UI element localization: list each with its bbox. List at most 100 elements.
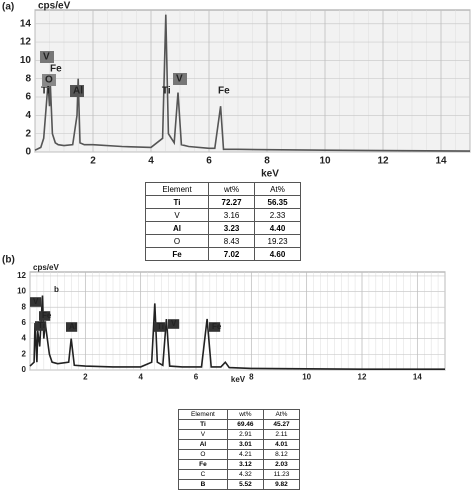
label-box [42,74,56,86]
x-axis-label: keV [231,375,246,384]
table-row: C 4.32 11.23 [178,469,301,480]
y-tick-label: 6 [25,92,31,103]
table-cell: 45.27 [262,419,301,430]
peak-label: Ti [38,321,45,330]
y-axis-label: cps/eV [33,263,59,272]
peak-label: V [43,52,50,63]
y-tick-label: 4 [22,334,27,343]
peak-label: Ti [41,86,50,97]
table-row: B 5.52 9.82 [178,479,301,490]
table-cell: Fe [178,459,228,470]
label-box [66,322,78,332]
table-cell: O [144,234,210,248]
peak-label: O [45,75,53,86]
table-row: Fe 7.02 4.60 [144,247,301,261]
table-cell: B [178,479,228,490]
label-box [35,321,47,331]
table-cell: 7.02 [208,247,256,261]
x-tick-label: 4 [148,156,154,167]
label-box [173,73,187,85]
label-box [209,322,221,332]
table-cell: Element [144,182,210,196]
table-cell: 5.52 [226,479,264,490]
table-cell: Ti [178,419,228,430]
table-cell: 3.12 [226,459,264,470]
table-row: V 2.91 2.11 [178,429,301,440]
table-row: Ti 69.46 45.27 [178,419,301,430]
table-cell: 2.03 [262,459,301,470]
x-tick-label: 2 [90,156,96,167]
label-box [40,51,54,63]
table-cell: 19.23 [254,234,301,248]
label-box [70,85,84,97]
x-tick-label: 8 [264,156,270,167]
table-cell: O [178,449,228,460]
table-cell: 56.35 [254,195,301,209]
table-cell: V [144,208,210,222]
y-tick-label: 10 [17,287,26,296]
table-row: O 4.21 8.12 [178,449,301,460]
label-box [154,322,166,332]
table: Element wt% At% Ti 72.27 56.35 V 3.16 2.33 Al 3.23… [144,182,301,261]
table-cell: 69.46 [226,419,264,430]
table-cell: 72.27 [208,195,256,209]
table-row: O 8.43 19.23 [144,234,301,248]
y-tick-label: 10 [20,55,32,66]
table-row: Fe 3.12 2.03 [178,459,301,470]
label-box [168,319,180,329]
x-tick-label: 12 [377,156,389,167]
y-tick-label: 12 [20,37,32,48]
table-row: Al 3.23 4.40 [144,221,301,235]
table-cell: wt% [208,182,256,196]
peak-label: Fe [42,311,52,320]
table-cell: 8.12 [262,449,301,460]
y-tick-label: 0 [22,365,27,374]
table-cell: At% [254,182,301,196]
table-cell: 4.60 [254,247,301,261]
table-cell: 2.91 [226,429,264,440]
label-box [30,297,42,307]
table-cell: Ti [144,195,210,209]
x-tick-label: 14 [435,156,447,167]
table-cell: 11.23 [262,469,301,480]
peak-label: V [176,74,183,85]
table-cell: Al [144,221,210,235]
peak-label: Al [73,86,83,97]
panel-label: (b) [2,255,15,266]
x-tick-label: 6 [194,372,199,381]
x-tick-label: 6 [206,156,212,167]
y-tick-label: 12 [17,271,26,280]
peak-label: Al [69,322,77,331]
x-tick-label: 4 [138,372,143,381]
y-tick-label: 2 [22,349,27,358]
table-row: V 3.16 2.33 [144,208,301,222]
table-cell: 4.40 [254,221,301,235]
table-cell: 3.23 [208,221,256,235]
table-cell: 9.82 [262,479,301,490]
table-cell: V [178,429,228,440]
table-row: Element wt% At% [178,409,301,420]
peak-label: Fe [50,64,62,75]
x-tick-label: 8 [249,372,254,381]
table-cell: 8.43 [208,234,256,248]
table-cell: Al [178,439,228,450]
table-cell: 4.32 [226,469,264,480]
peak-label: V [171,319,177,328]
x-tick-label: 14 [413,372,422,381]
table-cell: 2.11 [262,429,301,440]
peak-label: Fe [218,86,230,97]
x-axis-label: keV [261,169,279,180]
peak-label: Ti [162,86,171,97]
panel-label: (a) [2,2,14,13]
x-tick-label: 10 [319,156,331,167]
table-cell: 2.33 [254,208,301,222]
spectrum [34,14,471,152]
y-tick-label: 8 [25,73,31,84]
label-box [39,311,51,321]
table-row: Ti 72.27 56.35 [144,195,301,209]
table-row: Al 3.01 4.01 [178,439,301,450]
table-cell: 3.16 [208,208,256,222]
y-axis-label: cps/eV [38,1,71,12]
